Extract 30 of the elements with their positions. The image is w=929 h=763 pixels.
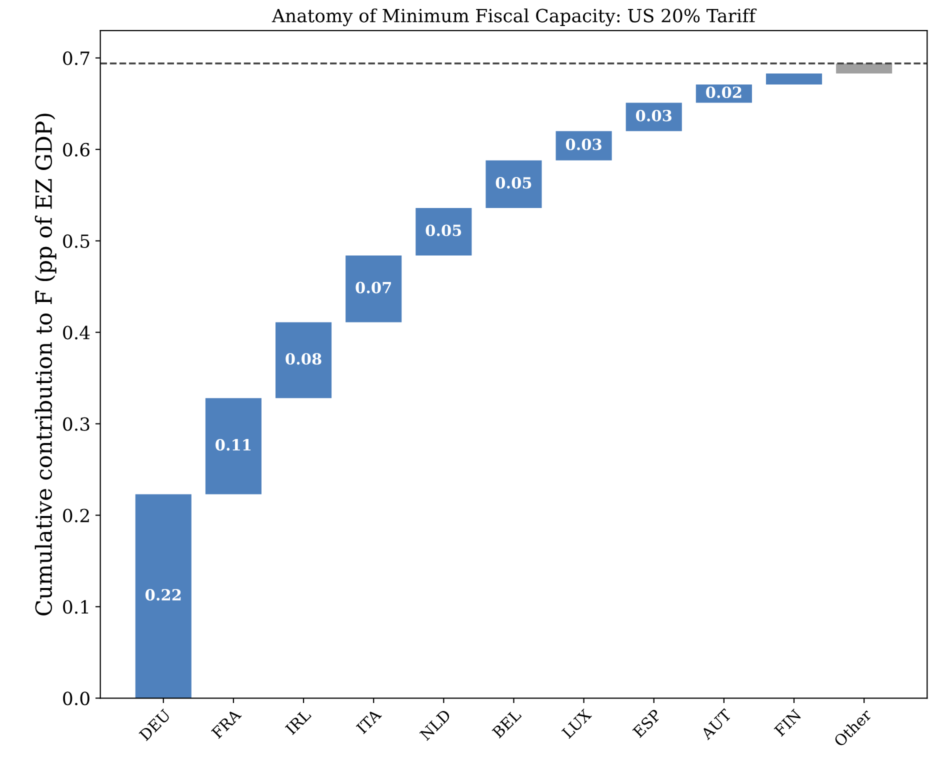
- data-label: 0.05: [426, 224, 462, 236]
- data-label: 0.03: [566, 138, 602, 150]
- bar: [416, 208, 472, 256]
- data-label: 0.11: [216, 439, 251, 451]
- y-tick-label: 0.1: [63, 600, 88, 614]
- bar: [556, 131, 612, 160]
- y-tick-label: 0.0: [63, 692, 90, 706]
- data-label: 0.08: [286, 353, 322, 365]
- bar: [346, 256, 402, 322]
- bar: [486, 160, 542, 208]
- y-tick-label: 0.4: [63, 326, 90, 340]
- data-label: 0.05: [496, 177, 532, 189]
- y-axis-title: Cumulative contribution to F̄ (pp of EZ GDP): [34, 114, 56, 616]
- data-label: 0.03: [636, 110, 672, 122]
- y-tick-label: 0.5: [63, 234, 90, 248]
- bar: [766, 74, 822, 84]
- y-tick-label: 0.7: [63, 51, 90, 66]
- x-tick-label: ITA: [356, 708, 382, 734]
- y-tick-label: 0.2: [63, 508, 89, 522]
- data-label: 0.22: [146, 589, 181, 601]
- data-label: 0.07: [356, 282, 391, 294]
- chart-title: Anatomy of Minimum Fiscal Capacity: US 20% Tariff: [272, 8, 757, 26]
- bar: [276, 322, 332, 398]
- y-tick-label: 0.3: [63, 417, 90, 431]
- y-tick-label: 0.6: [63, 142, 90, 157]
- data-label: 0.02: [706, 86, 742, 98]
- bar: [836, 63, 892, 74]
- x-tick-label: IRL: [284, 708, 312, 736]
- bar: [135, 494, 192, 698]
- bar: [205, 398, 262, 494]
